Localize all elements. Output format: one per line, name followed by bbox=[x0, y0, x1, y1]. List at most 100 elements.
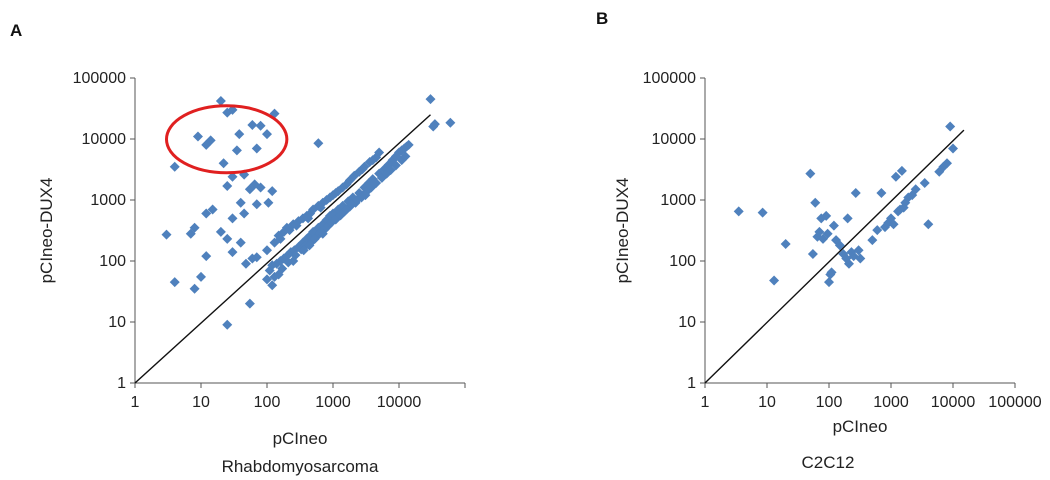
data-point bbox=[923, 219, 934, 230]
data-point bbox=[303, 213, 314, 224]
data-point bbox=[315, 202, 326, 213]
data-point bbox=[262, 274, 272, 285]
data-point bbox=[810, 197, 821, 208]
data-point bbox=[403, 139, 414, 150]
x-tick-label: 1000 bbox=[873, 394, 909, 411]
data-point bbox=[867, 235, 878, 246]
data-point bbox=[251, 143, 262, 154]
data-point bbox=[400, 151, 411, 162]
data-point bbox=[247, 119, 258, 130]
data-point bbox=[215, 226, 226, 237]
data-point bbox=[842, 213, 853, 224]
data-point bbox=[235, 237, 246, 248]
data-point bbox=[244, 184, 255, 195]
data-point bbox=[201, 208, 212, 219]
data-point bbox=[255, 120, 266, 131]
data-point bbox=[227, 213, 238, 224]
data-point bbox=[251, 252, 262, 263]
data-point bbox=[317, 228, 328, 239]
y-tick-label: 10000 bbox=[652, 131, 697, 148]
data-point bbox=[853, 245, 864, 256]
data-point bbox=[240, 258, 251, 269]
data-point bbox=[201, 251, 212, 262]
data-point bbox=[189, 283, 200, 294]
data-point bbox=[843, 258, 854, 269]
x-tick-label: 1 bbox=[701, 394, 710, 411]
data-point bbox=[428, 121, 439, 132]
data-point bbox=[367, 155, 378, 166]
data-point bbox=[227, 247, 238, 258]
data-point bbox=[390, 160, 401, 171]
data-point bbox=[262, 245, 272, 256]
data-point bbox=[821, 210, 832, 221]
data-point bbox=[169, 161, 180, 172]
y-tick-label: 1 bbox=[687, 375, 696, 392]
data-point bbox=[838, 249, 849, 260]
data-point bbox=[824, 277, 834, 288]
chart-panel-a: A 1 10 100 1000 10000 100000 1 10 100 1000 10000 pCI… bbox=[10, 21, 466, 476]
data-point bbox=[896, 165, 907, 176]
data-point bbox=[215, 95, 226, 106]
data-point bbox=[234, 129, 245, 140]
x-tick-label: 1000 bbox=[315, 394, 351, 411]
data-point bbox=[822, 228, 833, 239]
data-point bbox=[425, 94, 436, 105]
x-tick-label: 10000 bbox=[377, 394, 422, 411]
y-tick-label: 1000 bbox=[660, 192, 696, 209]
data-point bbox=[251, 199, 262, 210]
data-point bbox=[876, 188, 887, 199]
data-point bbox=[313, 138, 324, 149]
y-tick-label: 10 bbox=[108, 314, 126, 331]
data-point bbox=[828, 220, 839, 231]
y-tick-label: 1 bbox=[117, 375, 126, 392]
x-axis-label: pCIneo bbox=[273, 429, 328, 448]
data-point bbox=[227, 171, 238, 182]
reference-line bbox=[704, 129, 965, 384]
panel-letter: B bbox=[596, 9, 608, 28]
data-point bbox=[222, 233, 233, 244]
data-point bbox=[769, 275, 780, 286]
data-point bbox=[941, 158, 952, 169]
data-point bbox=[267, 280, 278, 291]
data-point bbox=[346, 199, 357, 210]
data-point bbox=[872, 225, 883, 236]
x-tick-label: 10000 bbox=[931, 394, 976, 411]
data-point bbox=[374, 147, 385, 158]
data-point bbox=[805, 168, 816, 179]
data-point bbox=[201, 139, 212, 150]
x-tick-label: 100 bbox=[254, 394, 281, 411]
data-point bbox=[910, 184, 921, 195]
data-point bbox=[218, 158, 229, 169]
data-point bbox=[169, 277, 180, 288]
data-point bbox=[207, 204, 218, 215]
y-tick-label: 10 bbox=[678, 314, 696, 331]
y-axis-label: pCIneo-DUX4 bbox=[613, 178, 632, 284]
data-point bbox=[360, 190, 371, 201]
data-point bbox=[814, 226, 825, 237]
data-point bbox=[291, 220, 302, 231]
reference-line bbox=[134, 114, 431, 384]
data-point bbox=[275, 233, 286, 244]
data-point bbox=[445, 117, 456, 128]
data-point bbox=[369, 177, 380, 188]
data-point bbox=[341, 204, 352, 215]
data-point bbox=[850, 188, 861, 199]
data-point bbox=[277, 263, 288, 274]
x-tick-label: 10 bbox=[758, 394, 776, 411]
y-tick-label: 10000 bbox=[82, 131, 127, 148]
data-point bbox=[255, 182, 266, 193]
y-tick-label: 100 bbox=[669, 253, 696, 270]
highlight-ellipse bbox=[164, 104, 289, 175]
data-point bbox=[309, 233, 320, 244]
x-tick-label: 1 bbox=[131, 394, 140, 411]
data-point bbox=[304, 240, 315, 251]
data-point bbox=[330, 188, 341, 199]
data-point bbox=[948, 143, 958, 154]
panel-letter: A bbox=[10, 21, 22, 40]
data-point bbox=[239, 208, 250, 219]
data-point bbox=[890, 171, 901, 182]
data-point bbox=[192, 131, 203, 142]
data-point bbox=[222, 107, 233, 118]
data-point bbox=[244, 298, 255, 309]
